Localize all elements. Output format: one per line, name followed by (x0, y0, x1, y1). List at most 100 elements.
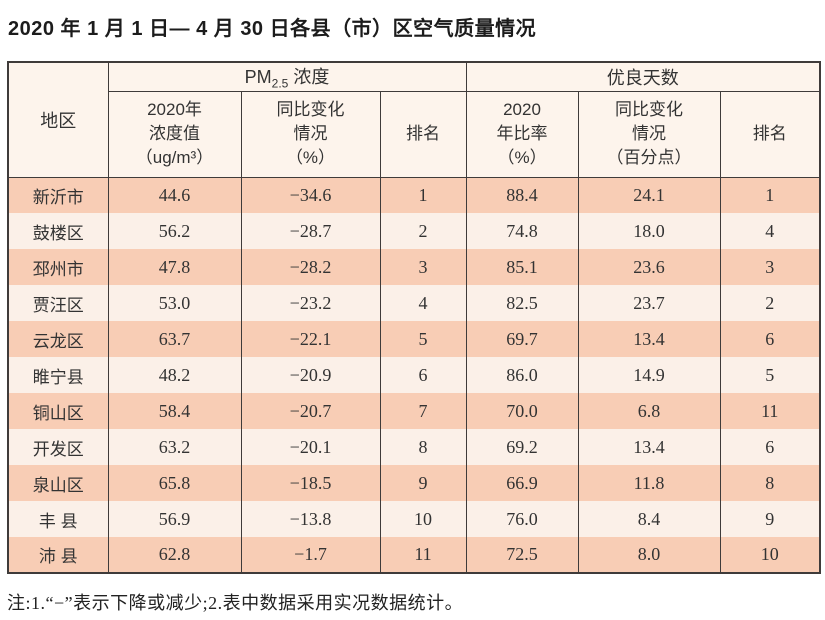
pm25-rank-cell: 10 (379, 501, 467, 538)
good-change-cell: 24.1 (577, 177, 721, 214)
pm25-label-prefix: PM (244, 67, 272, 87)
air-quality-table: 地区 PM2.5 浓度 优良天数 2020年 浓度值 （ug/m³） 同比变化 … (7, 61, 822, 575)
table-row: 沛 县 62.8 −1.7 11 72.5 8.0 10 (7, 537, 821, 574)
pm25-rank-cell: 3 (379, 249, 467, 286)
good-change-cell: 18.0 (577, 213, 721, 250)
good-rate-cell: 85.1 (465, 249, 579, 286)
good-rank-cell: 2 (719, 285, 821, 322)
pm25-change-cell: −28.2 (240, 249, 381, 286)
good-change-cell: 23.6 (577, 249, 721, 286)
pm25-rank-cell: 11 (379, 537, 467, 574)
region-cell: 开发区 (7, 429, 109, 466)
good-rank-cell: 6 (719, 321, 821, 358)
region-cell: 睢宁县 (7, 357, 109, 394)
good-rate-cell: 69.2 (465, 429, 579, 466)
pm25-value-cell: 58.4 (107, 393, 242, 430)
good-change-cell: 8.0 (577, 537, 721, 574)
col-group-good-days: 优良天数 (465, 61, 821, 92)
pm25-value-cell: 63.7 (107, 321, 242, 358)
region-cell: 沛 县 (7, 537, 109, 574)
pm25-rank-cell: 8 (379, 429, 467, 466)
good-rank-cell: 6 (719, 429, 821, 466)
region-cell: 贾汪区 (7, 285, 109, 322)
good-rank-cell: 8 (719, 465, 821, 502)
pm25-rank-cell: 6 (379, 357, 467, 394)
good-rank-cell: 1 (719, 177, 821, 214)
good-change-cell: 8.4 (577, 501, 721, 538)
pm25-change-cell: −34.6 (240, 177, 381, 214)
pm25-value-cell: 62.8 (107, 537, 242, 574)
table-row: 新沂市 44.6 −34.6 1 88.4 24.1 1 (7, 177, 821, 214)
region-cell: 丰 县 (7, 501, 109, 538)
good-change-cell: 13.4 (577, 429, 721, 466)
pm25-rank-cell: 1 (379, 177, 467, 214)
good-rank-cell: 10 (719, 537, 821, 574)
table-row: 贾汪区 53.0 −23.2 4 82.5 23.7 2 (7, 285, 821, 322)
header-sub-row: 2020年 浓度值 （ug/m³） 同比变化 情况 （%） 排名 2020 年比… (8, 90, 821, 178)
pm25-value-cell: 44.6 (107, 177, 242, 214)
pm25-rank-cell: 2 (379, 213, 467, 250)
good-change-cell: 23.7 (577, 285, 721, 322)
page-title: 2020 年 1 月 1 日— 4 月 30 日各县（市）区空气质量情况 (8, 18, 537, 40)
table-row: 睢宁县 48.2 −20.9 6 86.0 14.9 5 (7, 357, 821, 394)
pm25-change-cell: −1.7 (240, 537, 381, 574)
region-cell: 邳州市 (7, 249, 109, 286)
col-header-good-rate: 2020 年比率 （%） (465, 90, 579, 178)
pm25-change-cell: −20.9 (240, 357, 381, 394)
region-cell: 铜山区 (7, 393, 109, 430)
pm25-value-cell: 65.8 (107, 465, 242, 502)
good-change-cell: 14.9 (577, 357, 721, 394)
good-rank-cell: 9 (719, 501, 821, 538)
pm25-change-cell: −22.1 (240, 321, 381, 358)
pm25-change-cell: −20.7 (240, 393, 381, 430)
good-rate-cell: 74.8 (465, 213, 579, 250)
pm25-value-cell: 56.2 (107, 213, 242, 250)
good-rate-cell: 82.5 (465, 285, 579, 322)
good-rank-cell: 5 (719, 357, 821, 394)
pm25-change-cell: −18.5 (240, 465, 381, 502)
good-rate-cell: 66.9 (465, 465, 579, 502)
good-rank-cell: 4 (719, 213, 821, 250)
pm25-value-cell: 56.9 (107, 501, 242, 538)
pm25-rank-cell: 4 (379, 285, 467, 322)
table-body: 新沂市 44.6 −34.6 1 88.4 24.1 1 鼓楼区 56.2 −2… (7, 177, 821, 574)
good-change-cell: 11.8 (577, 465, 721, 502)
good-rank-cell: 3 (719, 249, 821, 286)
good-rate-cell: 86.0 (465, 357, 579, 394)
table-row: 铜山区 58.4 −20.7 7 70.0 6.8 11 (7, 393, 821, 430)
pm25-rank-cell: 7 (379, 393, 467, 430)
region-cell: 鼓楼区 (7, 213, 109, 250)
pm25-rank-cell: 9 (379, 465, 467, 502)
footnote: 注:1.“−”表示下降或减少;2.表中数据采用实况数据统计。 (7, 593, 464, 614)
col-header-good-rank: 排名 (719, 90, 821, 178)
col-header-good-change: 同比变化 情况 （百分点） (577, 90, 721, 178)
pm25-label-suffix: 浓度 (288, 67, 330, 87)
pm25-value-cell: 63.2 (107, 429, 242, 466)
table-row: 鼓楼区 56.2 −28.7 2 74.8 18.0 4 (7, 213, 821, 250)
table-row: 邳州市 47.8 −28.2 3 85.1 23.6 3 (7, 249, 821, 286)
table-row: 云龙区 63.7 −22.1 5 69.7 13.4 6 (7, 321, 821, 358)
good-change-cell: 13.4 (577, 321, 721, 358)
table-row: 开发区 63.2 −20.1 8 69.2 13.4 6 (7, 429, 821, 466)
col-header-pm25-value: 2020年 浓度值 （ug/m³） (107, 90, 242, 178)
good-rate-cell: 69.7 (465, 321, 579, 358)
pm25-change-cell: −13.8 (240, 501, 381, 538)
table-row: 丰 县 56.9 −13.8 10 76.0 8.4 9 (7, 501, 821, 538)
col-header-region: 地区 (7, 61, 109, 178)
pm25-rank-cell: 5 (379, 321, 467, 358)
pm25-change-cell: −28.7 (240, 213, 381, 250)
pm25-change-cell: −20.1 (240, 429, 381, 466)
region-cell: 云龙区 (7, 321, 109, 358)
region-cell: 新沂市 (7, 177, 109, 214)
good-change-cell: 6.8 (577, 393, 721, 430)
header-group-row: 地区 PM2.5 浓度 优良天数 (7, 61, 821, 178)
good-rate-cell: 76.0 (465, 501, 579, 538)
good-rank-cell: 11 (719, 393, 821, 430)
col-header-pm25-change: 同比变化 情况 （%） (240, 90, 381, 178)
pm25-value-cell: 48.2 (107, 357, 242, 394)
pm25-value-cell: 47.8 (107, 249, 242, 286)
table-row: 泉山区 65.8 −18.5 9 66.9 11.8 8 (7, 465, 821, 502)
pm25-label-subscript: 2.5 (271, 76, 289, 91)
table-header: 地区 PM2.5 浓度 优良天数 2020年 浓度值 （ug/m³） 同比变化 … (7, 61, 821, 178)
col-header-pm25-rank: 排名 (379, 90, 467, 178)
